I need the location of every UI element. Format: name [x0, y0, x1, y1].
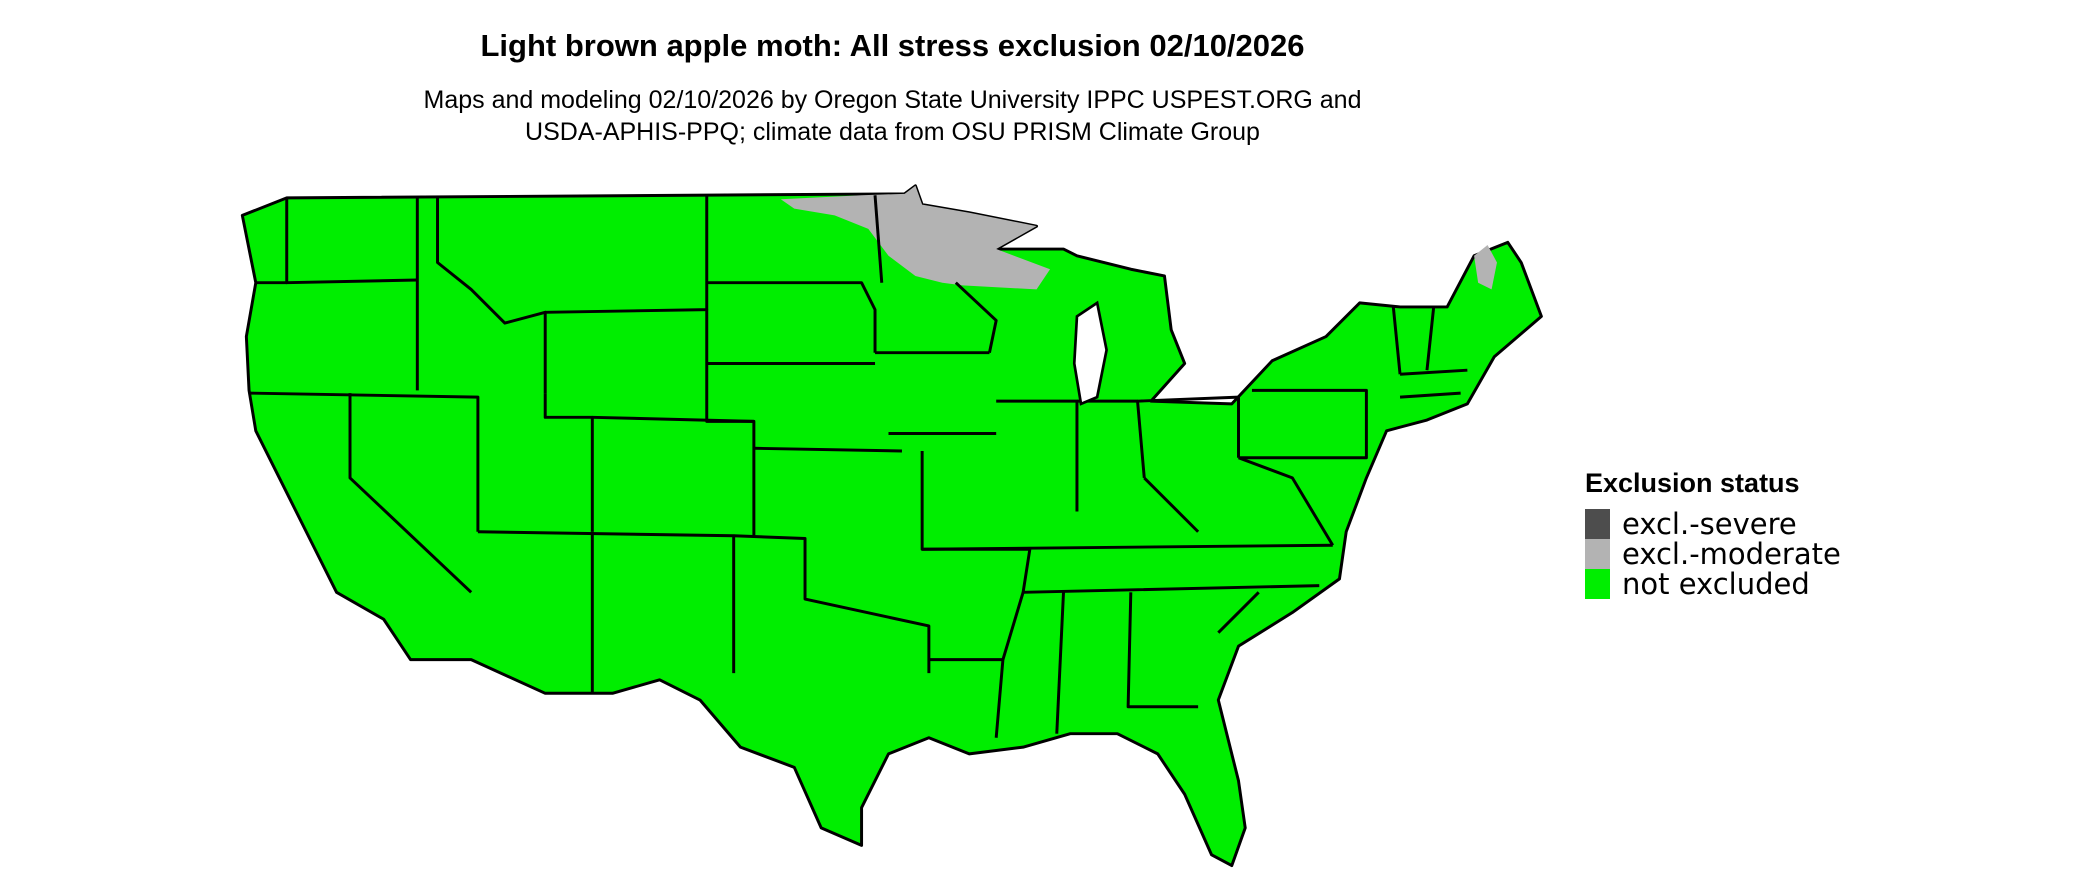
legend-label: excl.-severe	[1622, 507, 1797, 541]
state-border	[1238, 388, 1368, 460]
state-border	[706, 281, 877, 353]
state-border	[753, 446, 902, 453]
moderate-exclusion-region-maine	[1474, 245, 1497, 290]
state-border	[1126, 592, 1199, 709]
legend-item: excl.-severe	[1585, 507, 1841, 541]
legend-title: Exclusion status	[1585, 468, 1800, 498]
great-lakes-michigan	[1072, 300, 1108, 406]
state-border	[922, 543, 1333, 551]
legend-label: not excluded	[1622, 567, 1810, 601]
state-border	[1237, 456, 1335, 546]
state-border	[348, 393, 473, 594]
state-border	[1001, 591, 1025, 661]
state-border	[543, 393, 594, 532]
state-border	[1391, 306, 1402, 375]
state-border	[1399, 368, 1468, 376]
state-borders	[249, 195, 1468, 738]
state-border	[249, 391, 480, 532]
contiguous-us-not-excluded	[240, 184, 1543, 868]
state-border	[733, 534, 931, 674]
subtitle-line-1: Maps and modeling 02/10/2026 by Oregon S…	[423, 86, 1362, 114]
legend-swatch	[1585, 509, 1610, 539]
legend: Exclusion status excl.-severe excl.-moder…	[1585, 468, 1841, 601]
state-border	[1217, 591, 1260, 634]
legend-swatch	[1585, 569, 1610, 599]
state-border	[1076, 399, 1146, 479]
state-border	[1425, 306, 1436, 371]
state-border	[436, 197, 547, 394]
state-border	[1137, 395, 1240, 458]
subtitle-line-2: USDA-APHIS-PPQ; climate data from OSU PR…	[525, 118, 1260, 146]
legend-label: excl.-moderate	[1622, 537, 1841, 571]
map-subtitle: Maps and modeling 02/10/2026 by Oregon S…	[0, 84, 1785, 148]
map-title: Light brown apple moth: All stress exclu…	[480, 28, 1305, 63]
state-border	[1055, 592, 1065, 734]
state-border	[873, 195, 884, 283]
state-border	[1399, 391, 1461, 399]
legend-item: excl.-moderate	[1585, 537, 1841, 571]
legend-item: not excluded	[1585, 567, 1841, 601]
state-border	[705, 309, 754, 423]
state-border	[1143, 476, 1200, 533]
state-border	[954, 281, 998, 354]
legend-swatch	[1585, 539, 1610, 569]
moderate-exclusion-region-north-central	[780, 185, 1051, 290]
